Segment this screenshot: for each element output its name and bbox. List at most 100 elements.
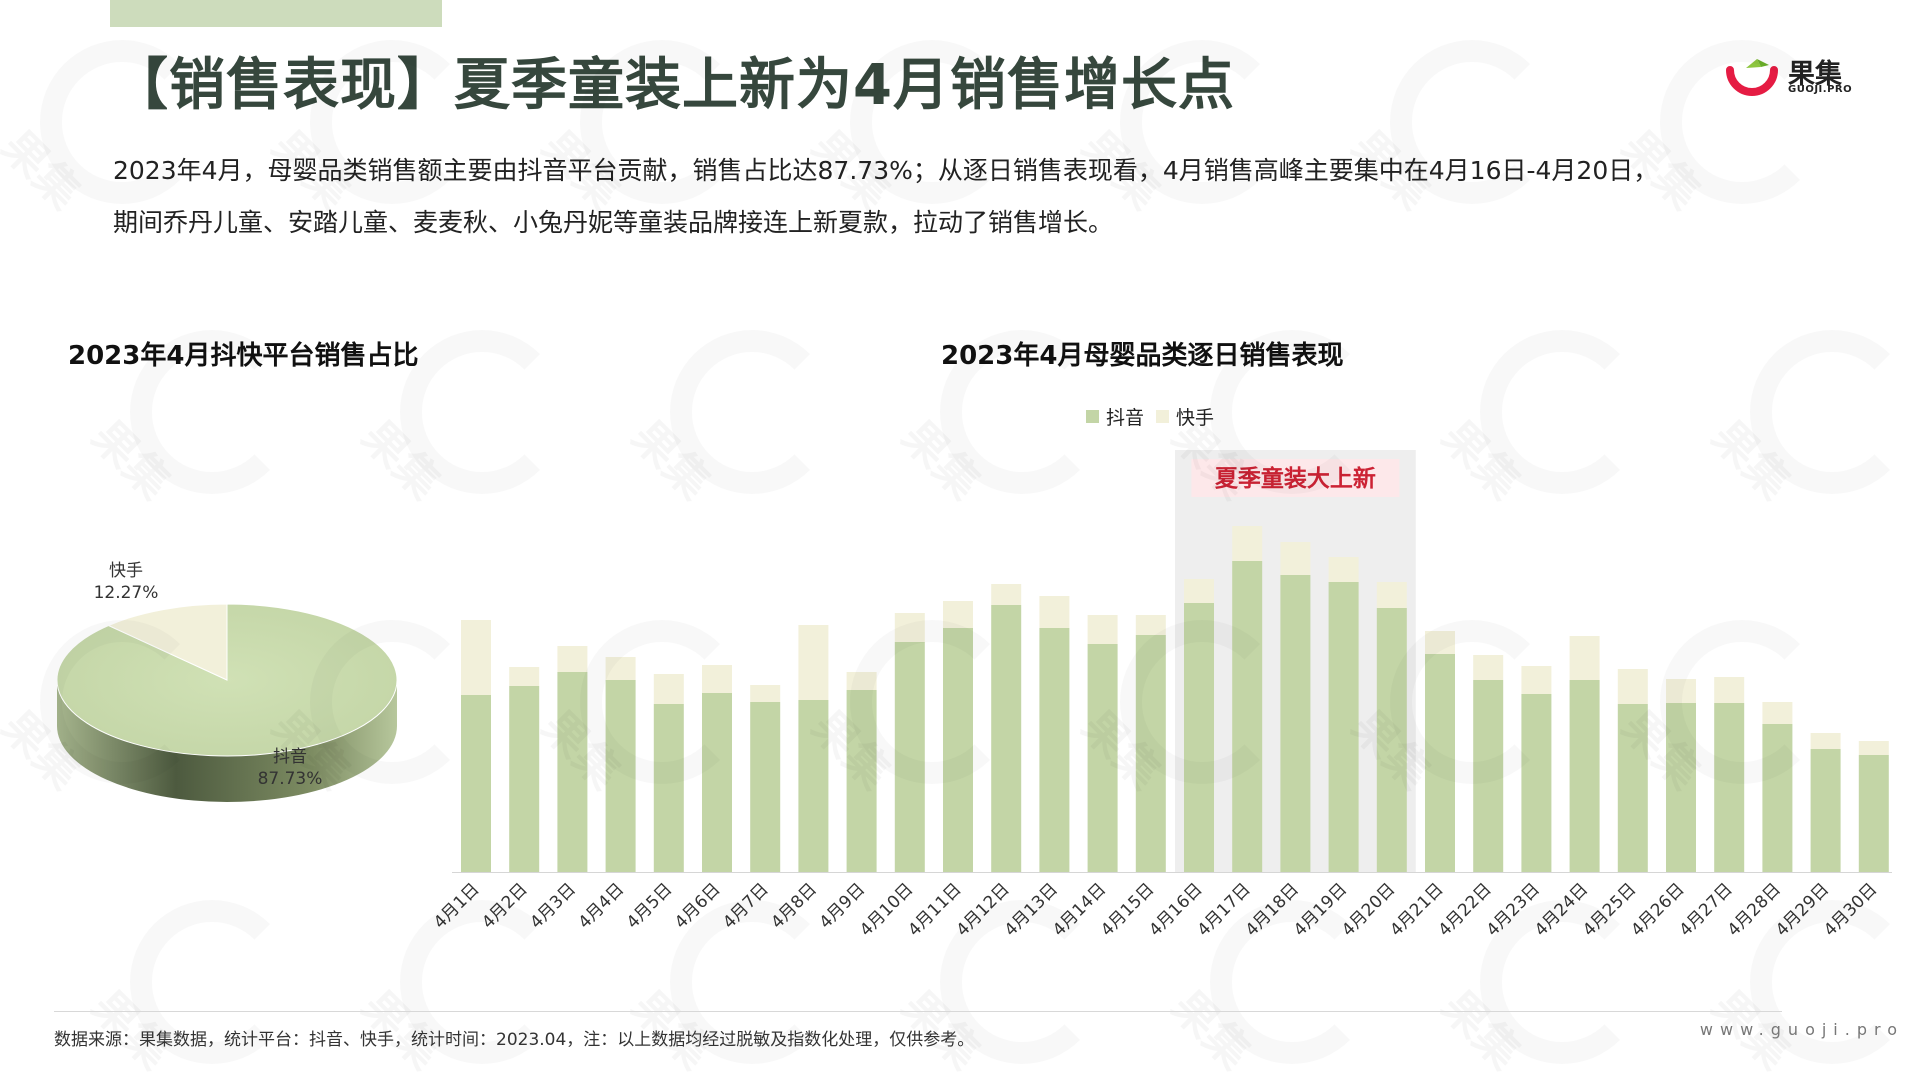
bar-douyin [1569,680,1600,872]
bar-douyin [750,702,781,872]
annotation-badge [1191,459,1400,497]
bar-kuaishou [1473,655,1504,680]
bar-douyin [1521,694,1552,872]
bar-kuaishou [1714,677,1745,703]
brand-logo: 果集 GUOJI.PRO [1726,50,1852,100]
bar-douyin [1473,680,1504,872]
bar-douyin [798,700,829,872]
legend-label-douyin: 抖音 [1106,406,1145,429]
bar-douyin [1135,635,1166,872]
bar-kuaishou [702,665,732,693]
bar-douyin [1328,582,1359,872]
bar-kuaishou [1762,702,1793,724]
bar-kuaishou [1376,582,1407,608]
bar-kuaishou [1666,679,1696,703]
bar-kuaishou [1039,596,1070,628]
bar-kuaishou [1617,669,1648,704]
bar-douyin [1666,703,1696,872]
x-tick-label: 4月7日 [719,879,772,932]
x-tick-label: 4月6日 [671,879,724,932]
bar-douyin [509,686,540,872]
bar-douyin [894,642,925,872]
pie-label-kuaishou-name: 快手 [109,561,143,581]
header-accent-bar [110,0,442,27]
bar-kuaishou [1280,542,1311,575]
bar-douyin [1858,755,1889,872]
bar-douyin [653,704,684,872]
x-tick-label: 4月1日 [430,879,483,932]
logo-subtext: GUOJI.PRO [1788,84,1853,95]
bar-kuaishou [509,667,540,686]
bar-douyin [1087,644,1118,872]
bar-douyin [557,672,588,872]
pie-side [57,680,397,802]
summary-line: 2023年4月，母婴品类销售额主要由抖音平台贡献，销售占比达87.73%；从逐日… [113,156,1659,185]
bar-kuaishou [653,674,684,704]
bar-douyin [1376,608,1407,872]
bar-kuaishou [846,672,877,690]
pie-label-douyin-value: 87.73% [258,769,323,789]
x-tick-label: 4月8日 [767,879,820,932]
bar-kuaishou [605,657,636,680]
footer-divider [54,1011,1782,1012]
annotation-text: 夏季童装大上新 [1215,465,1376,492]
bar-chart-legend: 抖音 快手 [1086,403,1226,430]
bar-kuaishou [1858,741,1889,755]
bar-kuaishou [1810,733,1841,749]
bar-douyin [702,693,732,872]
bar-douyin [1762,724,1793,872]
bar-douyin [461,695,491,872]
bar-kuaishou [1135,615,1166,635]
bar-kuaishou [1425,631,1455,654]
legend-swatch-douyin [1086,409,1099,423]
bar-douyin [1232,561,1263,872]
guoji-logo-icon [1726,59,1778,96]
bar-douyin [943,628,973,872]
bar-kuaishou [1232,526,1263,561]
bar-douyin [605,680,636,872]
bar-douyin [1280,575,1311,872]
bar-kuaishou [798,625,829,700]
bar-douyin [846,690,877,872]
footer-source: 数据来源：果集数据，统计平台：抖音、快手，统计时间：2023.04，注：以上数据… [54,1030,975,1050]
bar-kuaishou [943,601,973,628]
bar-douyin [1425,654,1455,872]
bar-douyin [1617,704,1648,872]
bar-douyin [1039,628,1070,872]
page-title: 【销售表现】夏季童装上新为4月销售增长点 [112,53,1235,118]
bar-douyin [1184,603,1214,872]
legend-item-kuaishou: 快手 [1156,403,1214,430]
legend-item-douyin: 抖音 [1086,403,1144,430]
summary-text: 2023年4月，母婴品类销售额主要由抖音平台贡献，销售占比达87.73%；从逐日… [113,145,1843,249]
bar-kuaishou [557,646,588,672]
x-tick-label: 4月30日 [1820,879,1881,940]
legend-swatch-kuaishou [1156,409,1170,423]
bar-kuaishou [894,613,925,642]
pie-slice-kuaishou [107,603,228,681]
bar-douyin [991,605,1022,872]
summary-line: 期间乔丹儿童、安踏儿童、麦麦秋、小兔丹妮等童装品牌接连上新夏款，拉动了销售增长。 [113,208,1114,237]
bar-douyin [1714,703,1745,872]
x-tick-label: 4月2日 [478,879,531,932]
x-tick-label: 4月3日 [526,879,579,932]
bar-kuaishou [1328,557,1359,582]
bar-kuaishou [461,620,491,695]
pie-label-douyin-name: 抖音 [273,747,307,767]
bar-kuaishou [1087,615,1118,644]
bar-chart-title: 2023年4月母婴品类逐日销售表现 [941,341,1344,371]
footer-url: www.guoji.pro [1699,1020,1904,1039]
pie-label-kuaishou-value: 12.27% [94,583,159,603]
bar-kuaishou [1569,636,1600,680]
x-tick-label: 4月4日 [575,879,628,932]
logo-text: 果集 [1788,59,1842,90]
pie-chart-title: 2023年4月抖快平台销售占比 [68,341,419,371]
bar-kuaishou [1184,579,1214,603]
legend-label-kuaishou: 快手 [1176,406,1215,429]
x-tick-label: 4月5日 [623,879,676,932]
bar-kuaishou [750,685,781,702]
bar-kuaishou [1521,666,1552,694]
bar-kuaishou [991,584,1022,605]
